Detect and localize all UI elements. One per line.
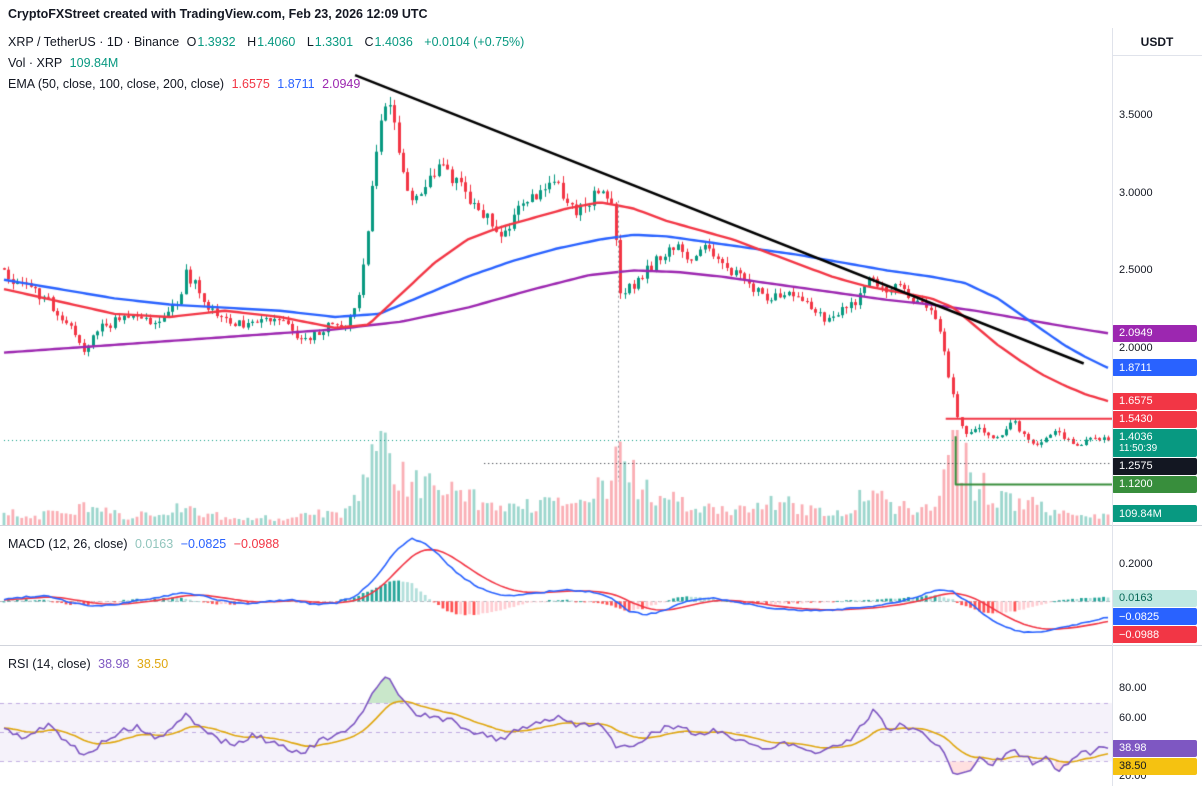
rsi-canvas[interactable] bbox=[0, 646, 1112, 786]
axis-price-badge: 1.5430 bbox=[1112, 410, 1197, 428]
ema-label: EMA (50, close, 100, close, 200, close) bbox=[8, 77, 225, 91]
axis-tick-label: 2.5000 bbox=[1119, 264, 1153, 277]
axis-price-badge: 1.1200 bbox=[1112, 475, 1197, 493]
macd-line-value: −0.0825 bbox=[180, 537, 227, 551]
price-pane: XRP / TetherUS · 1D · Binance O1.3932 H1… bbox=[0, 28, 1112, 525]
rsi-legend-row[interactable]: RSI (14, close) 38.98 38.50 bbox=[8, 654, 172, 675]
macd-label: MACD (12, 26, close) bbox=[8, 537, 128, 551]
axis-price-badge: 0.0163 bbox=[1112, 589, 1197, 607]
ohlc-open: O1.3932 bbox=[187, 35, 240, 49]
axis-tick-label: 3.5000 bbox=[1119, 109, 1153, 122]
axis-price-badge: 38.50 bbox=[1112, 757, 1197, 775]
macd-pane-legend: MACD (12, 26, close) 0.0163 −0.0825 −0.0… bbox=[8, 534, 283, 555]
rsi-ma-value: 38.50 bbox=[136, 657, 169, 671]
axis-price-badge: 2.0949 bbox=[1112, 324, 1197, 342]
open-value: 1.3932 bbox=[197, 35, 236, 49]
axis-price-badge: 109.84M bbox=[1112, 505, 1197, 523]
price-pane-legend: XRP / TetherUS · 1D · Binance O1.3932 H1… bbox=[8, 32, 528, 95]
price-axis[interactable]: USDT 3.5000 3.0000 2.5000 2.0000 2.0949 1.871… bbox=[1112, 28, 1202, 525]
symbol-title: XRP / TetherUS · 1D · Binance bbox=[8, 35, 180, 49]
credit-text: CryptoFXStreet created with TradingView.… bbox=[8, 7, 428, 21]
ema-legend-row[interactable]: EMA (50, close, 100, close, 200, close) … bbox=[8, 74, 528, 95]
axis-tick-label: 60.00 bbox=[1119, 711, 1147, 724]
axis-price-badge: 1.6575 bbox=[1112, 392, 1197, 410]
macd-axis[interactable]: 0.2000 0.0163 −0.0825 −0.0988 bbox=[1112, 526, 1202, 645]
rsi-value: 38.98 bbox=[98, 657, 130, 671]
low-label: L bbox=[306, 35, 314, 49]
macd-legend-row[interactable]: MACD (12, 26, close) 0.0163 −0.0825 −0.0… bbox=[8, 534, 283, 555]
credit-bar: CryptoFXStreet created with TradingView.… bbox=[0, 0, 1202, 28]
rsi-axis[interactable]: 80.00 60.00 20.00 38.98 38.50 bbox=[1112, 646, 1202, 786]
rsi-pane-legend: RSI (14, close) 38.98 38.50 bbox=[8, 654, 172, 675]
macd-pane: MACD (12, 26, close) 0.0163 −0.0825 −0.0… bbox=[0, 526, 1112, 645]
axis-tick-label: 3.0000 bbox=[1119, 186, 1153, 199]
axis-price-badge: 1.2575 bbox=[1112, 457, 1197, 475]
macd-canvas[interactable] bbox=[0, 526, 1112, 645]
macd-signal-value: −0.0988 bbox=[233, 537, 280, 551]
axis-price-badge: 38.98 bbox=[1112, 739, 1197, 757]
rsi-label: RSI (14, close) bbox=[8, 657, 91, 671]
axis-price-badge: −0.0988 bbox=[1112, 626, 1197, 644]
change-value: +0.0104 (+0.75%) bbox=[424, 35, 525, 49]
axis-border bbox=[1112, 28, 1113, 786]
axis-tick-label: 0.2000 bbox=[1119, 557, 1153, 570]
currency-tab-usdt[interactable]: USDT bbox=[1112, 28, 1202, 56]
ohlc-close: C1.4036 bbox=[365, 35, 417, 49]
close-label: C bbox=[364, 35, 374, 49]
axis-tick-label: 80.00 bbox=[1119, 682, 1147, 695]
volume-label: Vol · XRP bbox=[8, 56, 63, 70]
ema100-value: 1.8711 bbox=[277, 77, 315, 91]
pane-separator[interactable] bbox=[0, 525, 1202, 526]
axis-price-badge: 1.4036 11:50:39 bbox=[1112, 428, 1197, 457]
price-chart-canvas[interactable] bbox=[0, 28, 1112, 525]
volume-value: 109.84M bbox=[69, 56, 119, 70]
axis-price-badge: −0.0825 bbox=[1112, 608, 1197, 626]
ema50-value: 1.6575 bbox=[231, 77, 270, 91]
open-label: O bbox=[186, 35, 197, 49]
high-value: 1.4060 bbox=[257, 35, 296, 49]
axis-price-badge: 1.8711 bbox=[1112, 359, 1197, 377]
close-value: 1.4036 bbox=[374, 35, 413, 49]
high-label: H bbox=[247, 35, 257, 49]
volume-legend-row[interactable]: Vol · XRP 109.84M bbox=[8, 53, 528, 74]
pane-separator[interactable] bbox=[0, 645, 1202, 646]
axis-tick-label: 2.0000 bbox=[1119, 341, 1153, 354]
ema200-value: 2.0949 bbox=[322, 77, 361, 91]
rsi-pane: RSI (14, close) 38.98 38.50 bbox=[0, 646, 1112, 786]
low-value: 1.3301 bbox=[314, 35, 354, 49]
ohlc-low: L1.3301 bbox=[307, 35, 357, 49]
ohlc-high: H1.4060 bbox=[247, 35, 299, 49]
symbol-legend-row[interactable]: XRP / TetherUS · 1D · Binance O1.3932 H1… bbox=[8, 32, 528, 53]
macd-hist-value: 0.0163 bbox=[134, 537, 174, 551]
